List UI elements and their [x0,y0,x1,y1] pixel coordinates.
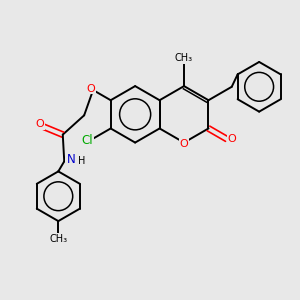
Text: CH₃: CH₃ [175,53,193,63]
Text: O: O [86,84,95,94]
Text: O: O [35,119,44,129]
Text: CH₃: CH₃ [49,234,68,244]
Text: O: O [180,139,188,149]
Text: H: H [77,156,85,167]
Text: Cl: Cl [82,134,94,146]
Text: N: N [66,153,75,167]
Text: O: O [228,134,237,144]
